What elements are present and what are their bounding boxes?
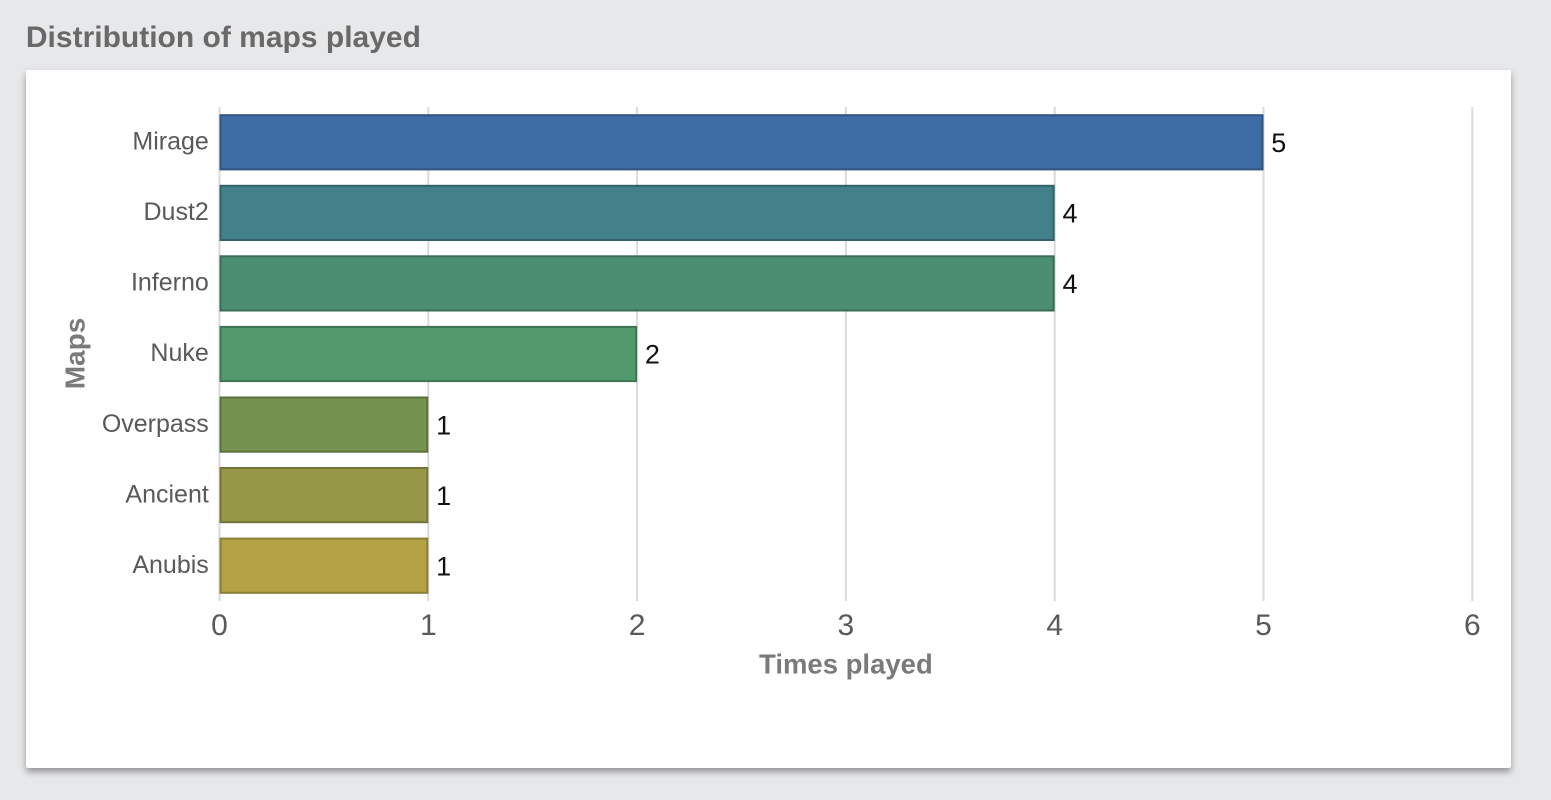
svg-text:6: 6 — [1464, 609, 1481, 642]
svg-text:2: 2 — [645, 340, 660, 370]
svg-text:Ancient: Ancient — [125, 480, 208, 508]
svg-text:4: 4 — [1062, 269, 1077, 299]
svg-text:1: 1 — [436, 481, 451, 511]
svg-text:Times played: Times played — [759, 648, 933, 679]
svg-text:Nuke: Nuke — [150, 339, 208, 367]
svg-text:Maps: Maps — [60, 318, 91, 390]
svg-text:5: 5 — [1271, 128, 1286, 158]
svg-text:4: 4 — [1046, 609, 1063, 642]
svg-text:Inferno: Inferno — [131, 269, 209, 297]
svg-text:Overpass: Overpass — [102, 410, 209, 438]
svg-text:0: 0 — [211, 609, 228, 642]
svg-text:Mirage: Mirage — [132, 128, 208, 156]
svg-text:Distribution of maps played: Distribution of maps played — [26, 21, 421, 54]
svg-text:3: 3 — [838, 609, 855, 642]
svg-text:2: 2 — [629, 609, 646, 642]
svg-text:Dust2: Dust2 — [143, 198, 208, 226]
svg-text:Anubis: Anubis — [132, 551, 208, 579]
svg-text:1: 1 — [436, 552, 451, 582]
svg-text:1: 1 — [420, 609, 437, 642]
svg-text:4: 4 — [1062, 199, 1077, 229]
svg-text:1: 1 — [436, 410, 451, 440]
svg-text:5: 5 — [1255, 609, 1272, 642]
